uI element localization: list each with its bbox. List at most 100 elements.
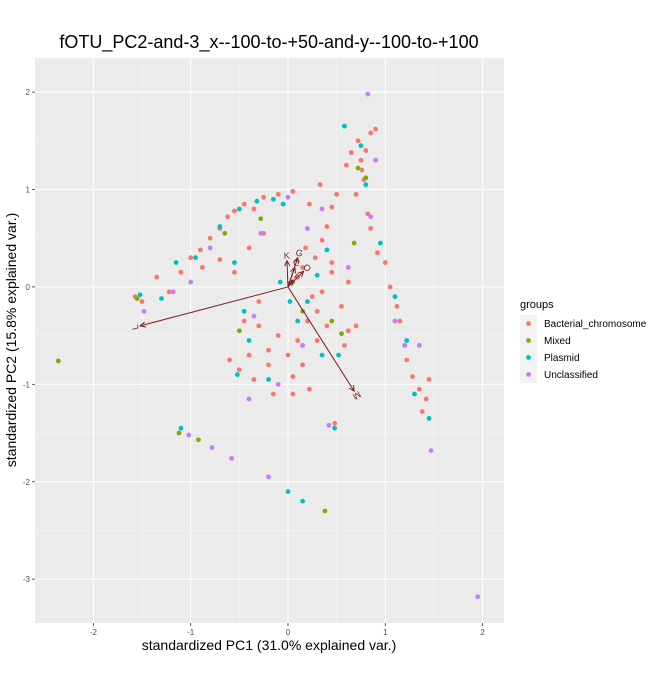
y-tick-label: 0 — [26, 283, 31, 292]
scatter-point — [368, 130, 374, 136]
scatter-point — [397, 318, 403, 324]
scatter-point — [348, 150, 354, 155]
legend-key — [526, 372, 531, 377]
scatter-point — [222, 230, 228, 236]
scatter-point — [232, 260, 237, 265]
scatter-point — [326, 422, 332, 428]
scatter-point — [246, 352, 252, 358]
scatter-point — [324, 323, 330, 329]
arrow-head — [348, 385, 355, 393]
scatter-point — [266, 474, 271, 480]
y-axis-title: standardized PC2 (15.8% explained var.) — [3, 213, 19, 467]
legend-key — [526, 321, 531, 326]
arrow-head — [138, 321, 147, 328]
y-tick-label: 1 — [26, 186, 31, 195]
scatter-point — [256, 299, 262, 304]
legend: groups Bacterial_chromosome Mixed Plasmid U… — [520, 299, 647, 383]
loading-arrow — [287, 270, 304, 288]
scatter-point — [375, 250, 380, 256]
y-tick-label: -2 — [23, 478, 31, 487]
scatter-point — [358, 157, 364, 163]
scatter-point — [196, 437, 201, 443]
scatter-point — [314, 272, 320, 278]
scatter-point — [345, 279, 351, 285]
scatter-point — [287, 299, 293, 304]
scatter-point — [343, 162, 349, 168]
scatter-point — [270, 196, 276, 202]
x-tick-label: -1 — [187, 628, 195, 637]
scatter-point — [303, 245, 308, 251]
scatter-point — [319, 206, 325, 212]
scatter-point — [241, 201, 247, 207]
scatter-point — [392, 318, 398, 324]
scatter-point — [229, 455, 234, 461]
scatter-point — [306, 201, 312, 207]
legend-key — [526, 355, 531, 360]
scatter-point — [300, 265, 305, 270]
scatter-point — [319, 289, 325, 295]
scatter-point — [355, 165, 361, 171]
scatter-point — [410, 374, 415, 379]
scatter-point — [329, 318, 335, 324]
scatter-point — [277, 279, 283, 285]
scatter-point — [324, 247, 330, 253]
scatter-point — [246, 245, 252, 251]
scatter-point — [387, 284, 393, 290]
scatter-point — [251, 377, 257, 382]
scatter-point — [285, 489, 291, 494]
scatter-point — [334, 191, 340, 197]
scatter-point — [134, 296, 140, 302]
scatter-point — [306, 386, 312, 392]
scatter-point — [232, 208, 237, 214]
scatter-point — [363, 148, 369, 153]
scatter-point — [270, 391, 276, 397]
scatter-point — [251, 313, 257, 319]
scatter-point — [236, 328, 242, 334]
scatter-point — [419, 409, 425, 415]
scatter-point — [332, 420, 338, 426]
scatter-point — [412, 391, 417, 397]
scatter-point — [55, 358, 61, 364]
x-axis-ticks: -2 -1 0 1 2 — [90, 623, 485, 637]
scatter-point — [258, 230, 264, 236]
scatter-point — [426, 377, 432, 382]
scatter-point — [312, 255, 318, 261]
scatter-point — [339, 304, 344, 309]
x-tick-label: 0 — [286, 628, 291, 637]
scatter-point — [322, 508, 328, 514]
minor-gridlines — [35, 58, 504, 623]
scatter-point — [342, 123, 347, 129]
scatter-point — [188, 279, 194, 285]
scatter-point — [305, 226, 310, 231]
y-tick-label: 2 — [26, 88, 31, 97]
scatter-point — [258, 216, 264, 222]
scatter-point — [241, 318, 247, 324]
scatter-point — [227, 357, 233, 363]
scatter-point — [378, 240, 383, 246]
scatter-point — [186, 432, 192, 438]
scatter-point — [319, 237, 325, 243]
scatter-point — [251, 206, 257, 212]
scatter-point — [295, 338, 301, 343]
scatter-point — [275, 191, 281, 197]
legend-label: Unclassified — [544, 370, 598, 381]
scatter-point — [317, 182, 323, 188]
scatter-point — [246, 396, 252, 402]
scatter-point — [351, 240, 357, 246]
scatter-point — [345, 265, 351, 270]
scatter-point — [309, 294, 315, 300]
scatter-point — [141, 308, 147, 314]
arrow-label: I — [292, 271, 300, 281]
scatter-point — [394, 304, 400, 309]
scatter-point — [363, 175, 369, 181]
scatter-point — [166, 289, 172, 295]
scatter-point — [295, 318, 301, 324]
x-tick-label: 2 — [480, 628, 485, 637]
scatter-point — [176, 430, 182, 436]
scatter-point — [319, 352, 325, 358]
legend-label: Mixed — [544, 336, 571, 347]
legend-key — [526, 338, 531, 343]
arrow-head — [284, 259, 291, 267]
x-tick-label: 1 — [383, 628, 388, 637]
